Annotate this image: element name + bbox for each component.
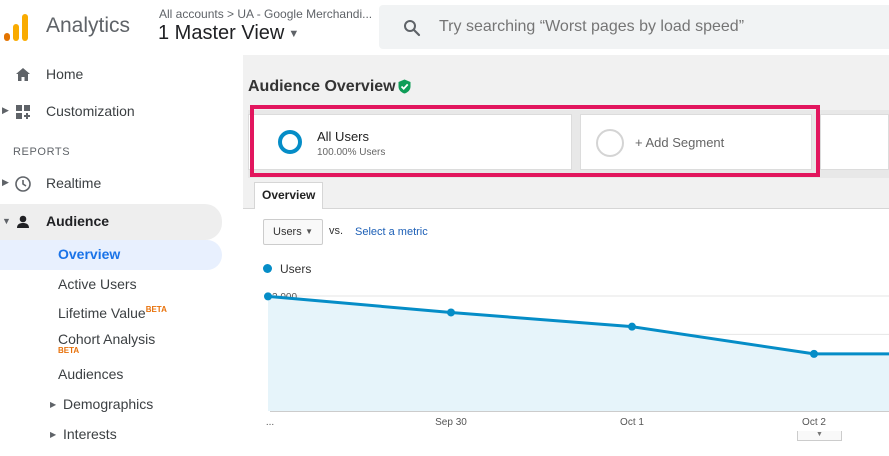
report-tab-bar: Overview — [243, 182, 889, 209]
sidebar-item-label: Lifetime ValueBETA — [58, 305, 167, 321]
verified-shield-icon[interactable] — [397, 79, 412, 94]
reports-section-label: REPORTS — [13, 146, 71, 158]
app-title: Analytics — [46, 14, 131, 37]
segments-bar: All Users 100.00% Users + Add Segment — [248, 110, 889, 178]
sidebar-item-audiences[interactable]: Audiences — [0, 360, 222, 390]
x-tick-label: Oct 1 — [620, 417, 644, 428]
clock-icon — [15, 176, 31, 192]
top-header: Analytics All accounts > UA - Google Mer… — [0, 0, 889, 55]
main-content: Audience Overview All Users 100.00% User… — [243, 55, 889, 456]
account-breadcrumb[interactable]: All accounts > UA - Google Merchandi... — [159, 7, 373, 21]
expand-arrow-icon: ▶ — [50, 430, 57, 439]
empty-segment-slot[interactable] — [820, 114, 889, 170]
beta-badge: BETA — [145, 305, 167, 314]
segment-share: 100.00% Users — [317, 147, 386, 158]
search-bar[interactable]: Try searching “Worst pages by load speed… — [379, 5, 889, 49]
sidebar-item-lifetime-value[interactable]: Lifetime ValueBETA — [0, 299, 222, 329]
segment-name: All Users — [317, 129, 370, 144]
dropdown-arrow-icon: ▼ — [305, 227, 313, 236]
data-point[interactable] — [810, 349, 818, 358]
sidebar-item-demographics[interactable]: ▶ Demographics — [0, 390, 222, 420]
sidebar-item-home[interactable]: Home — [0, 58, 222, 92]
dashboard-icon — [16, 105, 30, 119]
sidebar-item-label: Overview — [58, 246, 121, 262]
view-name: 1 Master View — [158, 22, 285, 44]
sidebar-item-label: Customization — [46, 103, 135, 119]
add-segment-label: + Add Segment — [635, 135, 725, 150]
person-icon — [17, 215, 29, 228]
segment-all-users[interactable]: All Users 100.00% Users — [248, 114, 572, 170]
sidebar-item-active-users[interactable]: Active Users — [0, 270, 222, 300]
beta-badge: BETA — [58, 346, 80, 355]
sidebar-item-label: Active Users — [58, 276, 137, 292]
vs-label: vs. — [329, 225, 344, 237]
x-tick-label: Sep 30 — [435, 417, 467, 428]
sidebar-item-customization[interactable]: ▶ Customization — [0, 95, 222, 129]
data-point[interactable] — [628, 322, 636, 331]
x-tick-label: Oct 2 — [802, 417, 826, 428]
analytics-logo[interactable] — [4, 13, 30, 41]
legend-label: Users — [280, 262, 312, 276]
sidebar-item-audience[interactable]: ▼ Audience — [0, 204, 222, 240]
segment-color-ring-icon — [278, 130, 302, 154]
caret-down-icon: ▼ — [288, 27, 300, 40]
page-title: Audience Overview — [248, 78, 396, 95]
report-panel: Overview Users ▼ vs. Select a metric Use… — [243, 182, 889, 456]
sidebar-item-realtime[interactable]: ▶ Realtime — [0, 167, 222, 201]
tab-overview[interactable]: Overview — [254, 182, 324, 209]
users-area — [268, 296, 889, 411]
sidebar-item-label: Home — [46, 66, 84, 82]
sidebar-item-label: Interests — [63, 426, 117, 442]
add-segment-button[interactable]: + Add Segment — [580, 114, 812, 170]
collapse-arrow-icon: ▼ — [2, 216, 11, 226]
x-tick-label: ... — [266, 417, 274, 428]
sidebar-item-label: Audiences — [58, 366, 124, 382]
select-metric-link[interactable]: Select a metric — [355, 226, 428, 238]
segment-highlight-box — [250, 105, 820, 177]
expand-arrow-icon: ▶ — [2, 105, 9, 115]
sidebar-item-label: Demographics — [63, 396, 154, 412]
data-point[interactable] — [264, 292, 272, 301]
sidebar-item-overview[interactable]: Overview — [0, 240, 222, 270]
legend-swatch — [263, 264, 272, 273]
sidebar: Home ▶ Customization REPORTS ▶ Realtime … — [0, 55, 243, 456]
sidebar-item-label: Cohort Analysis — [58, 331, 156, 347]
view-selector[interactable]: 1 Master View ▼ — [158, 22, 299, 45]
metric-dropdown[interactable]: Users ▼ — [263, 219, 323, 245]
expand-arrow-icon: ▶ — [2, 177, 9, 187]
search-icon — [404, 20, 421, 37]
sidebar-item-label: Audience — [46, 213, 110, 229]
home-icon — [16, 68, 30, 81]
sidebar-item-interests[interactable]: ▶ Interests — [0, 420, 222, 450]
sidebar-item-cohort-analysis[interactable]: Cohort Analysis BETA — [0, 325, 222, 361]
chart-collapse-handle[interactable]: ▼ — [797, 431, 842, 441]
data-point[interactable] — [447, 308, 455, 317]
search-placeholder: Try searching “Worst pages by load speed… — [439, 18, 745, 35]
sidebar-item-label: Realtime — [46, 175, 102, 191]
metric-dropdown-value: Users — [273, 226, 302, 238]
empty-segment-ring-icon — [596, 129, 624, 157]
expand-arrow-icon: ▶ — [50, 400, 57, 409]
